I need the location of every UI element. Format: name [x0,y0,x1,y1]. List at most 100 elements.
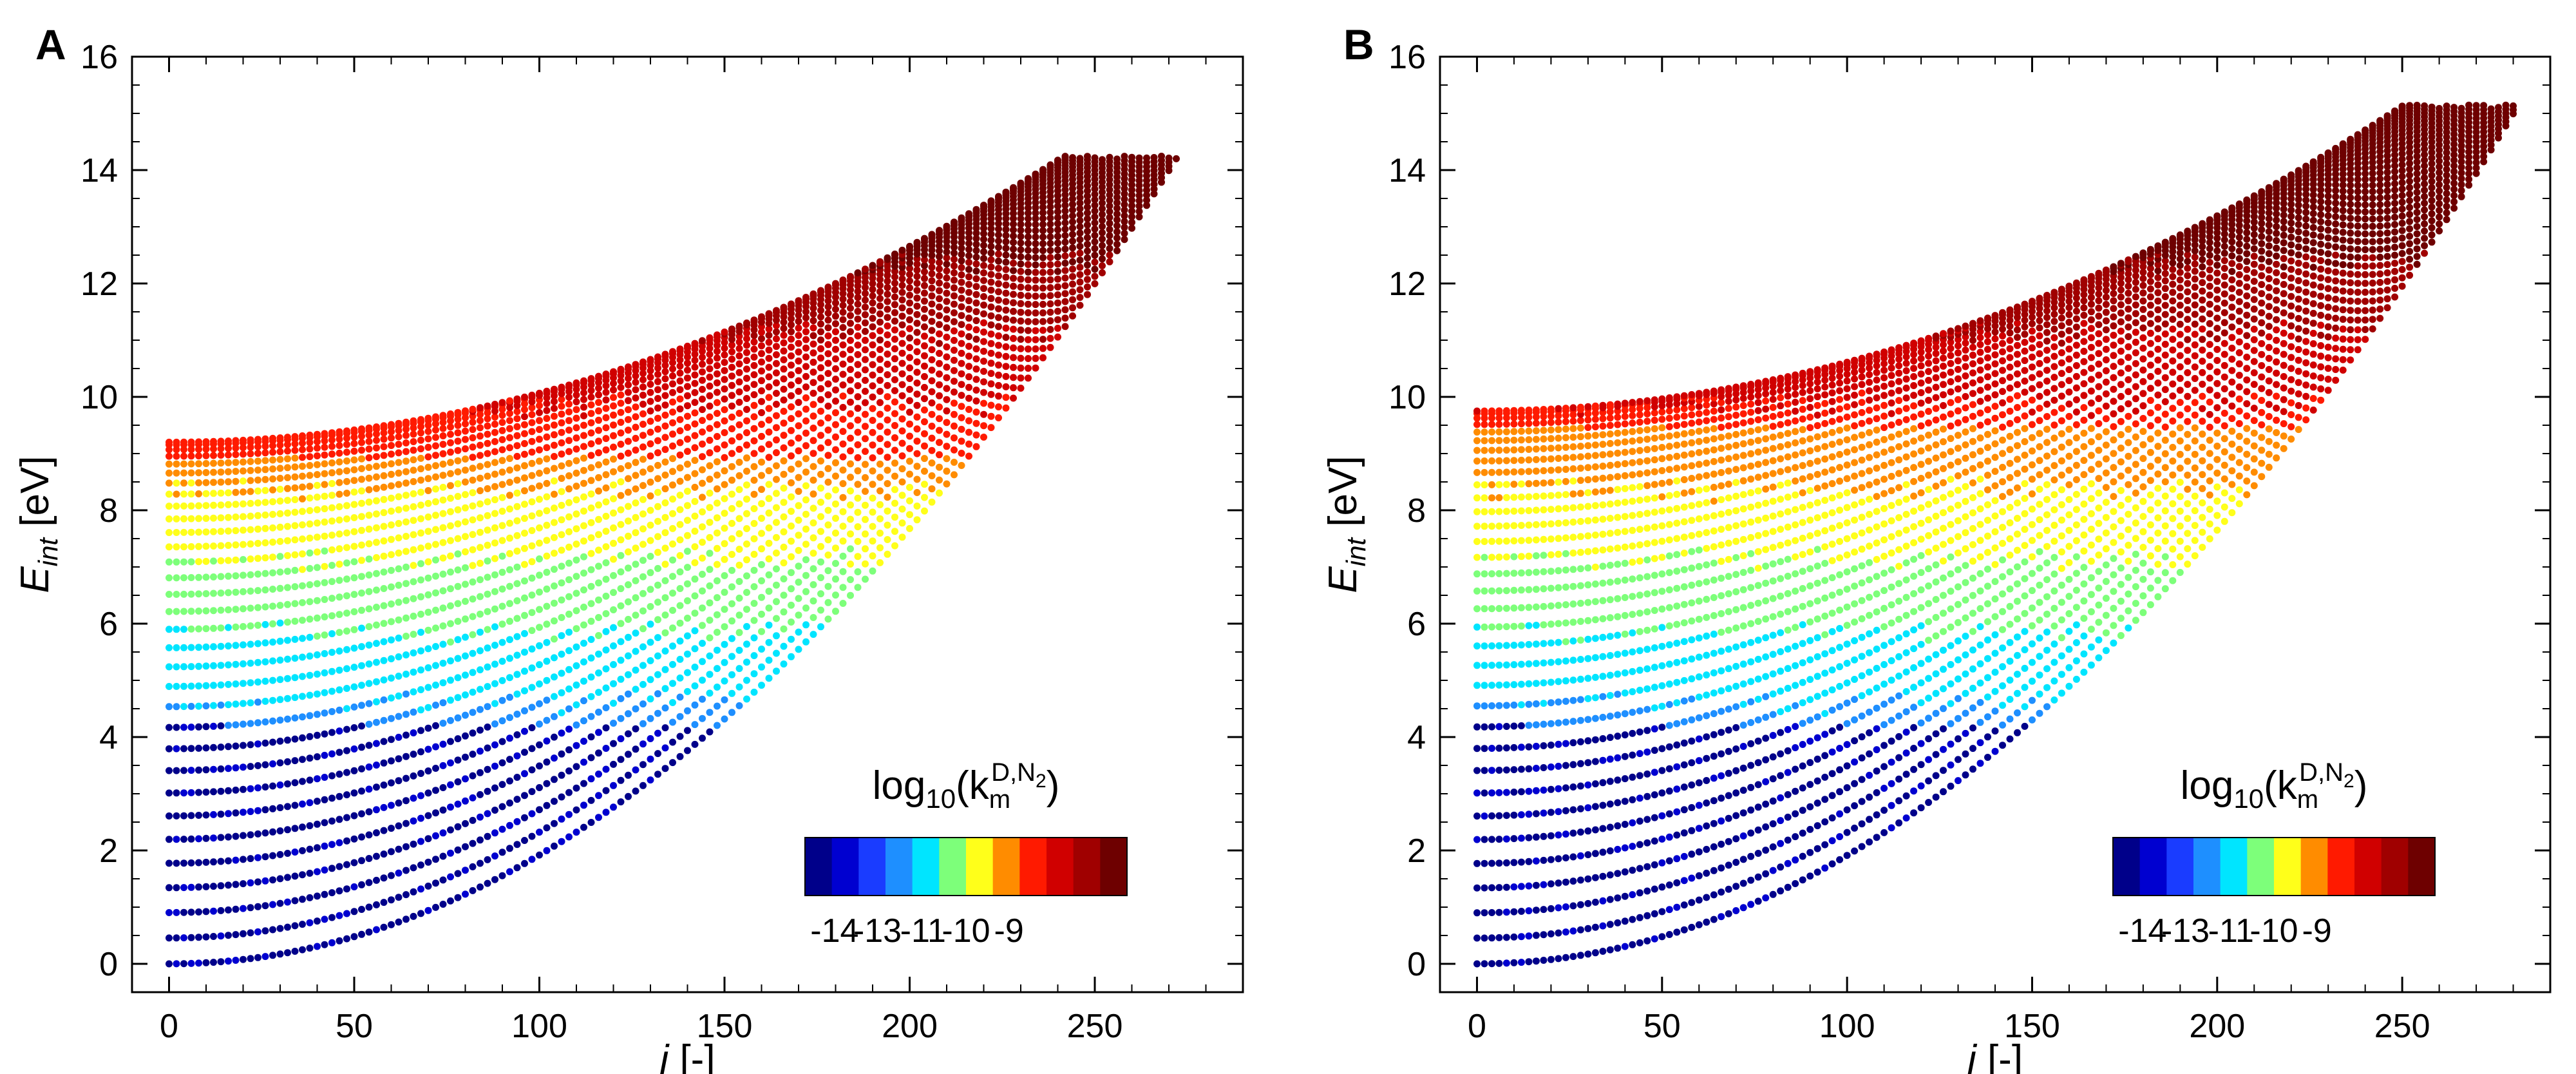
level-point [1739,904,1747,912]
level-point [602,628,610,635]
level-point [2095,601,2103,609]
level-point [477,424,484,432]
level-point [884,454,891,461]
level-point [276,523,284,531]
level-point [817,484,824,492]
level-point [217,701,225,709]
level-point [1540,931,1548,939]
level-point [684,687,691,695]
level-point [410,840,417,848]
level-point [350,477,358,484]
level-point [506,566,513,573]
level-point [2221,503,2228,511]
level-point [402,867,410,874]
level-point [573,763,580,771]
level-point [1046,334,1054,342]
level-point [1010,282,1017,290]
level-point [884,393,891,401]
level-point [269,486,276,494]
level-point [765,310,773,318]
level-point [1084,209,1091,216]
level-point [721,640,728,648]
level-point [254,698,261,706]
level-point [824,439,832,446]
level-point [210,528,217,535]
level-point [477,452,484,459]
level-point [484,724,491,731]
level-point [225,606,232,613]
level-point [684,360,691,367]
level-point [180,884,187,892]
level-point [951,422,958,430]
level-point [573,525,580,533]
level-point [928,498,936,506]
level-point [1135,154,1143,162]
level-point [210,479,217,486]
level-point [469,465,477,472]
level-point [343,559,350,567]
level-point [1106,191,1113,199]
level-point [706,358,714,365]
level-point [2317,363,2325,370]
level-point [1010,267,1017,274]
level-point [1606,921,1614,928]
level-point [388,521,395,529]
level-point [210,468,217,476]
level-point [580,443,587,450]
level-point [261,570,269,577]
level-point [1555,929,1562,937]
level-point [780,419,788,427]
level-point [1032,309,1039,317]
level-point [936,340,943,347]
level-point [913,358,921,366]
level-point [180,502,187,510]
level-point [350,558,358,566]
level-point [447,459,454,466]
level-point [536,588,543,596]
level-point [1113,204,1121,212]
level-point [706,425,714,432]
level-point [913,260,921,268]
level-point [847,312,854,320]
level-point [276,657,284,664]
level-point [210,459,217,467]
level-point [513,442,521,450]
level-point [706,504,714,512]
level-point [765,621,773,629]
level-point [780,432,788,439]
level-point [2117,597,2125,605]
level-point [1710,843,1718,850]
level-point [1836,810,1844,818]
level-point [972,308,980,316]
level-point [551,654,558,662]
level-point [1932,730,1940,738]
level-point [336,937,343,945]
level-point [187,835,195,843]
level-point [802,328,810,336]
level-point [388,801,395,809]
level-point [862,283,869,291]
level-point [551,405,558,412]
level-point [1046,220,1054,228]
level-point [395,777,402,785]
cb-title-ksup: D,N [991,758,1036,787]
level-point [380,552,388,560]
level-point [573,590,580,597]
level-point [291,948,299,955]
level-point [232,459,240,466]
level-point [706,462,714,470]
level-point [225,642,232,650]
level-point [1046,203,1054,211]
level-point [1039,345,1046,352]
level-point [447,508,454,515]
level-point [2043,684,2050,691]
level-point [498,508,506,515]
level-point [795,502,802,510]
level-point [587,775,595,783]
level-point [417,792,424,800]
level-point [1128,191,1135,199]
level-point [543,585,551,593]
level-point [2235,459,2243,466]
level-point [839,295,847,303]
level-point [395,441,402,448]
